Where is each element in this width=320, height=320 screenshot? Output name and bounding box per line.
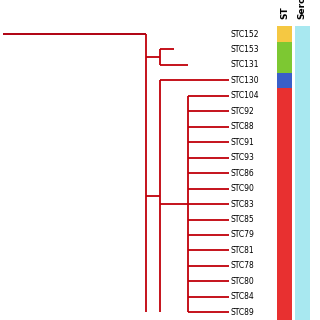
- Bar: [295, 258, 310, 274]
- Text: STC152: STC152: [230, 29, 259, 38]
- Bar: [277, 42, 292, 57]
- Text: STC85: STC85: [230, 215, 254, 224]
- Bar: [277, 243, 292, 258]
- Text: STC81: STC81: [230, 246, 254, 255]
- Bar: [277, 150, 292, 165]
- Bar: [277, 305, 292, 320]
- Text: STC89: STC89: [230, 308, 254, 317]
- Bar: [295, 289, 310, 305]
- Bar: [295, 181, 310, 196]
- Bar: [277, 196, 292, 212]
- Bar: [277, 258, 292, 274]
- Text: STC79: STC79: [230, 230, 254, 239]
- Bar: [295, 26, 310, 42]
- Text: STC80: STC80: [230, 277, 254, 286]
- Bar: [295, 88, 310, 104]
- Text: STC92: STC92: [230, 107, 254, 116]
- Bar: [295, 212, 310, 227]
- Text: STC86: STC86: [230, 169, 254, 178]
- Bar: [277, 227, 292, 243]
- Text: STC131: STC131: [230, 60, 259, 69]
- Bar: [277, 212, 292, 227]
- Bar: [277, 104, 292, 119]
- Bar: [277, 165, 292, 181]
- Bar: [277, 88, 292, 104]
- Bar: [295, 165, 310, 181]
- Text: ST: ST: [280, 6, 289, 19]
- Bar: [295, 274, 310, 289]
- Text: Serotype: Serotype: [298, 0, 307, 19]
- Text: STC104: STC104: [230, 91, 259, 100]
- Bar: [295, 134, 310, 150]
- Text: STC91: STC91: [230, 138, 254, 147]
- Text: STC130: STC130: [230, 76, 259, 85]
- Bar: [295, 305, 310, 320]
- Bar: [295, 104, 310, 119]
- Bar: [277, 73, 292, 88]
- Text: STC93: STC93: [230, 153, 254, 162]
- Bar: [277, 119, 292, 134]
- Bar: [277, 134, 292, 150]
- Bar: [277, 57, 292, 73]
- Bar: [295, 227, 310, 243]
- Bar: [295, 196, 310, 212]
- Text: STC78: STC78: [230, 261, 254, 270]
- Text: STC90: STC90: [230, 184, 254, 193]
- Text: STC88: STC88: [230, 122, 254, 131]
- Bar: [277, 26, 292, 42]
- Bar: [295, 73, 310, 88]
- Bar: [295, 150, 310, 165]
- Text: STC84: STC84: [230, 292, 254, 301]
- Text: STC153: STC153: [230, 45, 259, 54]
- Bar: [295, 243, 310, 258]
- Bar: [277, 274, 292, 289]
- Bar: [277, 181, 292, 196]
- Bar: [295, 57, 310, 73]
- Bar: [277, 289, 292, 305]
- Bar: [295, 42, 310, 57]
- Text: STC83: STC83: [230, 200, 254, 209]
- Bar: [295, 119, 310, 134]
